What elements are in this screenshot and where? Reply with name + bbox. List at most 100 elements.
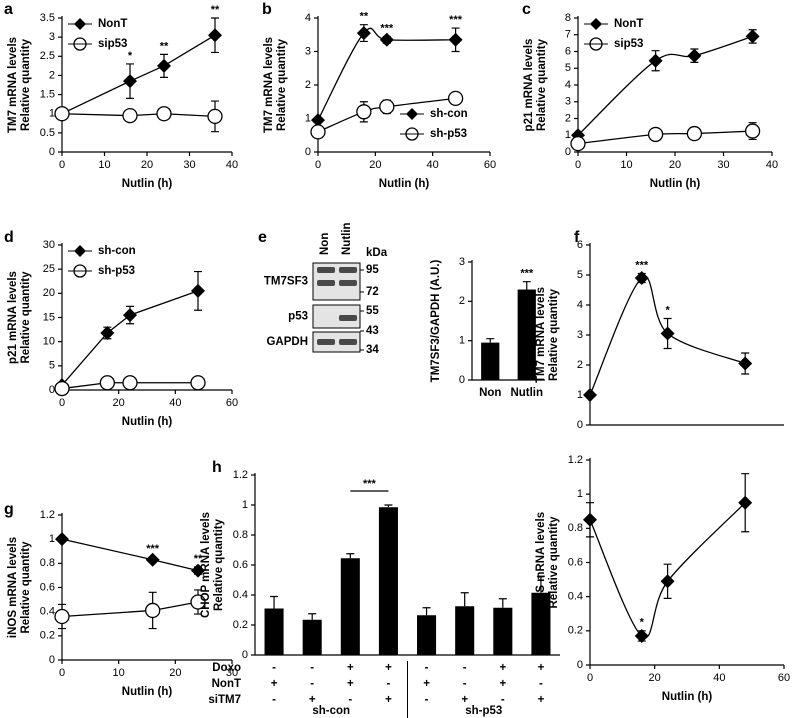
x-tick-label: 10 bbox=[98, 159, 110, 171]
significance: ** bbox=[211, 4, 220, 16]
row-cell: - bbox=[425, 662, 429, 674]
x-tick-label: Non bbox=[479, 387, 501, 399]
error-bar bbox=[486, 338, 495, 343]
marker bbox=[634, 628, 649, 643]
row-cell: - bbox=[463, 678, 467, 690]
marker bbox=[447, 90, 464, 107]
row-cell: + bbox=[309, 694, 316, 706]
y-tick-label: 2 bbox=[459, 295, 465, 307]
x-tick-label: 0 bbox=[59, 159, 65, 171]
x-axis-label: Nutlin (h) bbox=[122, 178, 173, 190]
marker bbox=[190, 375, 206, 391]
x-axis-label: Nutlin (h) bbox=[122, 686, 173, 698]
y-tick-label: 3 bbox=[577, 329, 583, 341]
significance: ** bbox=[194, 553, 203, 565]
marker bbox=[738, 495, 753, 510]
y-tick-label: 3.5 bbox=[40, 12, 55, 24]
significance: *** bbox=[363, 478, 377, 490]
y-tick-label: 1.2 bbox=[568, 454, 583, 466]
x-tick-label: 0 bbox=[59, 397, 65, 409]
series-line bbox=[61, 538, 199, 572]
y-tick-label: 15 bbox=[43, 311, 55, 323]
series-line bbox=[317, 97, 456, 133]
marker bbox=[122, 375, 138, 391]
marker bbox=[191, 563, 205, 578]
row-cell: + bbox=[461, 694, 468, 706]
marker bbox=[738, 356, 753, 371]
panel-label: h bbox=[212, 459, 222, 476]
row-cell: + bbox=[385, 662, 392, 674]
marker bbox=[207, 108, 223, 125]
marker bbox=[379, 99, 395, 115]
y-tick-label: 1 bbox=[577, 389, 583, 401]
row-cell: + bbox=[499, 662, 506, 674]
y-tick-label: 0 bbox=[49, 146, 55, 158]
marker bbox=[660, 326, 675, 341]
row-cell: + bbox=[385, 694, 392, 706]
row-label: NonT bbox=[212, 678, 241, 690]
error-bar bbox=[460, 592, 469, 607]
y-axis-label: iNOS mRNA levels bbox=[7, 537, 19, 638]
row-cell: - bbox=[272, 694, 276, 706]
x-axis-label: Nutlin (h) bbox=[379, 178, 430, 190]
panel-label: c bbox=[522, 1, 531, 18]
x-tick-label: 0 bbox=[315, 159, 321, 171]
x-tick-label: Nutlin bbox=[510, 387, 543, 399]
error-bar bbox=[498, 598, 507, 608]
marker bbox=[744, 123, 761, 139]
x-axis-label: Nutlin (h) bbox=[122, 416, 173, 428]
x-tick-label: 10 bbox=[113, 667, 125, 679]
series-line bbox=[589, 276, 746, 396]
bar bbox=[531, 592, 551, 655]
error-bar bbox=[270, 595, 279, 609]
size-marker: 55 bbox=[366, 305, 379, 317]
y-tick-label: 1 bbox=[242, 499, 248, 511]
significance: *** bbox=[146, 543, 160, 555]
y-tick-label: 7 bbox=[565, 29, 571, 41]
y-tick-label: 30 bbox=[43, 239, 55, 251]
y-tick-label: 0 bbox=[49, 654, 55, 666]
series-line bbox=[577, 35, 753, 136]
marker bbox=[634, 271, 649, 285]
legend-label: sh-p53 bbox=[430, 128, 467, 140]
marker bbox=[54, 106, 70, 122]
row-cell: - bbox=[272, 662, 276, 674]
y-tick-label: 0 bbox=[565, 146, 571, 158]
x-tick-label: 20 bbox=[113, 397, 125, 409]
marker bbox=[191, 283, 205, 298]
marker bbox=[190, 594, 206, 610]
y-tick-label: 0.4 bbox=[40, 606, 55, 618]
y-tick-label: 0.5 bbox=[40, 127, 55, 139]
y-axis-label: Relative quantity bbox=[20, 38, 32, 131]
y-tick-label: 2 bbox=[577, 359, 583, 371]
y-tick-label: 0 bbox=[305, 146, 311, 158]
protein-label: TM7SF3 bbox=[264, 276, 308, 288]
marker bbox=[660, 574, 675, 589]
panel-label: d bbox=[4, 229, 14, 246]
x-tick-label: 30 bbox=[717, 159, 729, 171]
y-tick-label: 1 bbox=[565, 129, 571, 141]
legend-label: sip53 bbox=[614, 38, 643, 50]
series-line bbox=[61, 34, 216, 115]
bar bbox=[493, 607, 513, 655]
series-line bbox=[61, 601, 199, 618]
y-axis-label: Relative quantity bbox=[548, 288, 560, 381]
legend-label: sh-p53 bbox=[98, 265, 135, 277]
marker bbox=[99, 375, 115, 391]
y-tick-label: 6 bbox=[565, 45, 571, 57]
significance: * bbox=[665, 304, 670, 316]
x-tick-label: 60 bbox=[484, 159, 496, 171]
marker bbox=[356, 104, 372, 120]
y-tick-label: 10 bbox=[43, 336, 55, 348]
legend-label: sip53 bbox=[98, 38, 127, 50]
row-cell: - bbox=[425, 694, 429, 706]
y-tick-label: 0 bbox=[242, 649, 248, 661]
marker bbox=[156, 106, 172, 122]
series-line bbox=[61, 290, 199, 386]
marker bbox=[448, 32, 463, 47]
blot-band bbox=[339, 339, 357, 345]
x-tick-label: 20 bbox=[141, 159, 153, 171]
y-tick-label: 0.8 bbox=[40, 557, 55, 569]
bar bbox=[517, 289, 536, 380]
significance: *** bbox=[520, 268, 534, 280]
